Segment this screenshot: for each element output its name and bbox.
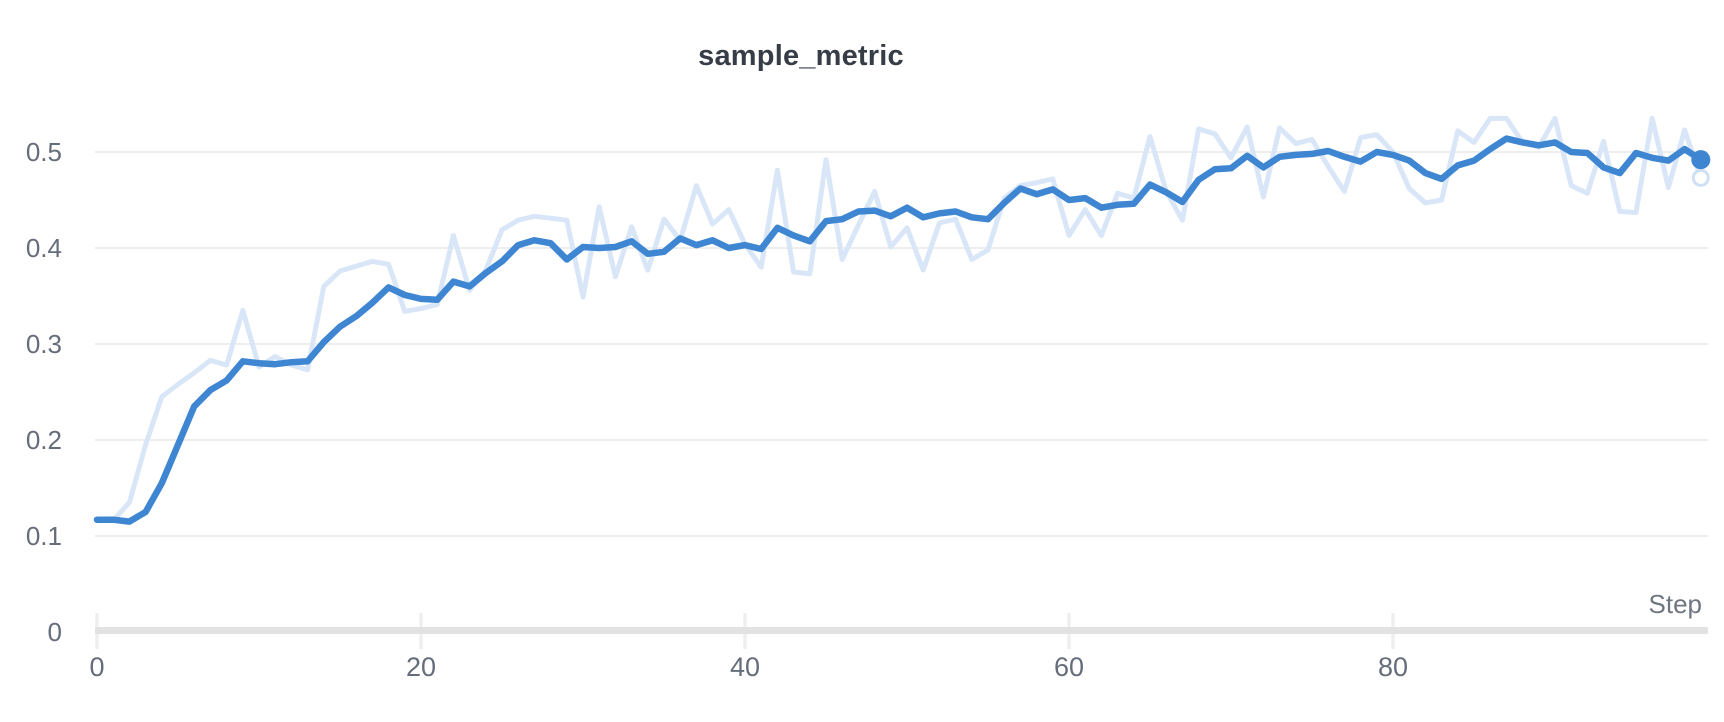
raw-endpoint-ring	[1691, 168, 1710, 187]
x-tick-label: 40	[729, 652, 761, 682]
x-tick-label: 60	[1053, 652, 1085, 682]
raw-series-line	[94, 115, 1704, 524]
x-axis-title: Step	[1648, 589, 1703, 619]
x-tick-label: 0	[89, 652, 105, 682]
chart-title: sample_metric	[698, 40, 904, 72]
y-tick-label: 0.1	[25, 521, 62, 551]
smoothed-series-line	[93, 135, 1705, 525]
y-tick-label: 0	[47, 617, 62, 647]
x-tick-label: 80	[1377, 652, 1409, 682]
x-axis-bar	[95, 627, 1708, 634]
y-tick-label: 0.3	[25, 329, 62, 359]
x-tick-label: 20	[405, 652, 437, 682]
y-tick-label: 0.5	[25, 137, 62, 167]
smoothed-endpoint-dot	[1691, 150, 1711, 170]
y-tick-label: 0.2	[25, 425, 62, 455]
y-tick-label: 0.4	[25, 233, 62, 263]
